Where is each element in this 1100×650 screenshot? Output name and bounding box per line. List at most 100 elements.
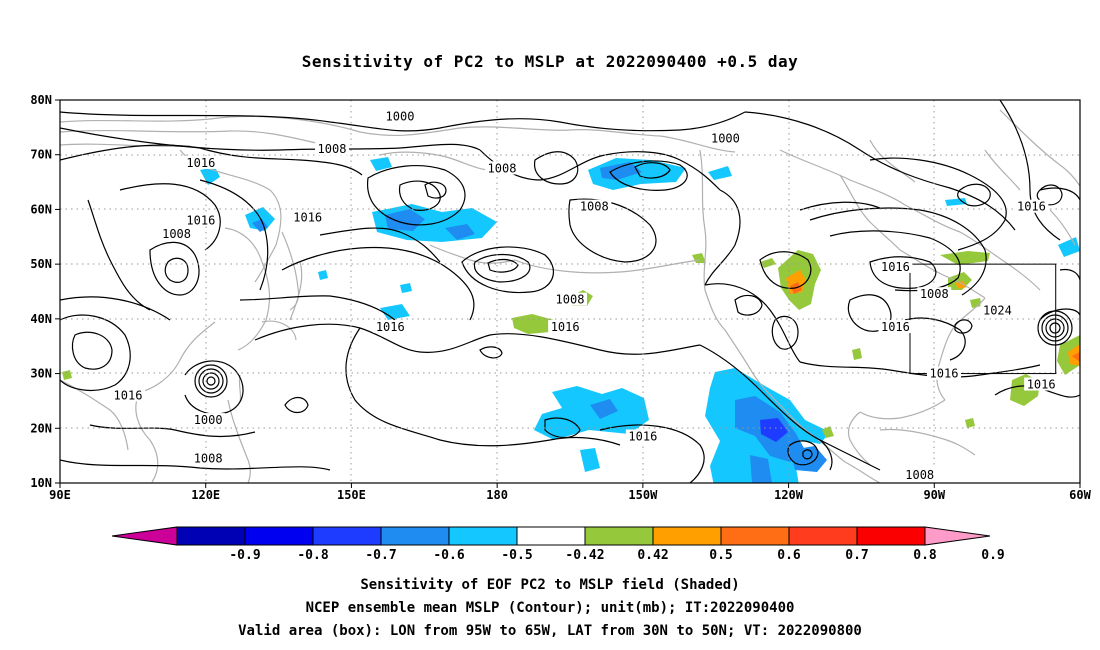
x-tick-label: 150E — [337, 488, 366, 502]
contour-label-bg — [290, 210, 325, 224]
contour-label: 1008 — [162, 227, 191, 241]
colorbar-label: 0.6 — [777, 548, 801, 563]
contour-label-bg — [708, 131, 743, 145]
contour-label: 1016 — [881, 260, 910, 274]
colorbar-low-extend — [111, 526, 178, 546]
colorbar-label: 0.9 — [981, 548, 1004, 563]
contour-label-bg — [191, 451, 226, 465]
caption-line-3: Valid area (box): LON from 95W to 65W, L… — [238, 623, 862, 639]
colorbar-high-extend — [924, 526, 991, 546]
y-tick-label: 80N — [30, 93, 52, 107]
colorbar-swatch — [448, 526, 518, 546]
x-tick-label: 180 — [486, 488, 508, 502]
contour-label-bg — [902, 467, 937, 481]
contour-label: 1016 — [628, 429, 657, 443]
contour-label-bg — [878, 259, 913, 273]
x-tick-label: 120W — [774, 488, 804, 502]
contour-label-bg — [1014, 199, 1049, 213]
x-tick-label: 60W — [1069, 488, 1091, 502]
contour-label-bg — [111, 388, 145, 402]
y-tick-label: 30N — [30, 367, 52, 381]
x-tick-label: 90E — [49, 488, 71, 502]
colorbar-label: -0.9 — [229, 548, 260, 563]
colorbar-swatch — [584, 526, 654, 546]
coastlines — [60, 109, 1080, 483]
colorbar-swatch — [312, 526, 382, 546]
colorbar: -0.9 -0.8 -0.7 -0.6 -0.5 -0.42 0.42 0.5 0.6 0.7 0.… — [111, 526, 1005, 563]
colorbar-label: 0.8 — [913, 548, 937, 563]
contour-label-bg — [159, 227, 194, 241]
caption-line-2: NCEP ensemble mean MSLP (Contour); unit(… — [306, 600, 795, 616]
contour-label: 1016 — [293, 211, 322, 225]
contour-label: 1016 — [551, 320, 580, 334]
contour-label-bg — [315, 142, 349, 156]
mslp-contours — [60, 100, 1080, 483]
map-frame — [59, 99, 1081, 484]
colorbar-label: -0.42 — [565, 548, 604, 563]
caption-line-1: Sensitivity of EOF PC2 to MSLP field (Sh… — [360, 577, 739, 593]
contour-label: 1000 — [711, 131, 740, 145]
colorbar-label: -0.8 — [297, 548, 328, 563]
y-tick-label: 50N — [30, 257, 52, 271]
contour-label-bg — [191, 413, 226, 427]
contour-label-bg — [485, 161, 519, 175]
contour-label: 1016 — [114, 388, 143, 402]
colorbar-label: -0.6 — [433, 548, 464, 563]
contour-label: 1016 — [881, 320, 910, 334]
map-title: Sensitivity of PC2 to MSLP at 2022090400… — [302, 52, 799, 71]
contour-label: 1016 — [1027, 378, 1056, 392]
contour-label: 1008 — [920, 287, 949, 301]
contour-label: 1016 — [376, 320, 405, 334]
colorbar-swatch — [244, 526, 314, 546]
contour-label-bg — [383, 109, 417, 123]
colorbar-swatch — [788, 526, 858, 546]
contour-label-bg — [577, 199, 612, 213]
contour-label: 1008 — [194, 451, 223, 465]
contour-label: 1016 — [930, 367, 959, 381]
contour-label-bg — [1077, 213, 1080, 227]
colorbar-label: 0.7 — [845, 548, 868, 563]
colorbar-swatch — [516, 526, 586, 546]
contour-label-bg — [917, 287, 952, 301]
contour-label-bg — [373, 320, 408, 334]
y-tick-label: 10N — [30, 476, 52, 490]
contour-label: 1008 — [318, 142, 347, 156]
contour-label: 1008 — [556, 293, 585, 307]
contour-label-bg — [553, 292, 587, 306]
colorbar-label: 0.5 — [709, 548, 732, 563]
contour-label-bg — [980, 303, 1015, 317]
contour-label: 1000 — [194, 413, 223, 427]
y-axis-ticks: 10N 20N 30N 40N 50N 60N 70N 80N — [30, 93, 60, 490]
contour-label: 1024 — [983, 304, 1012, 318]
colorbar-swatch — [176, 526, 246, 546]
colorbar-label: -0.5 — [501, 548, 532, 563]
contour-label-bg — [1024, 377, 1059, 391]
contour-label-bg — [183, 213, 218, 227]
colorbar-swatch — [380, 526, 450, 546]
x-tick-label: 120E — [191, 488, 220, 502]
contour-label: 1008 — [488, 161, 517, 175]
y-tick-label: 60N — [30, 202, 52, 216]
colorbar-label: -0.7 — [365, 548, 396, 563]
contour-label: 1016 — [186, 156, 215, 170]
contour-label: 1008 — [905, 468, 934, 482]
contour-label: 1008 — [1080, 213, 1100, 227]
contour-label: 1016 — [186, 213, 215, 227]
x-tick-label: 150W — [628, 488, 658, 502]
colorbar-swatch — [652, 526, 722, 546]
colorbar-swatch — [720, 526, 790, 546]
contour-label-bg — [625, 429, 660, 443]
contour-label-bg — [183, 155, 218, 169]
contour-label: 1008 — [580, 200, 609, 214]
valid-area-box — [909, 263, 1057, 375]
colorbar-swatch — [856, 526, 926, 546]
colorbar-label: 0.42 — [637, 548, 668, 563]
y-tick-label: 40N — [30, 312, 52, 326]
x-tick-label: 90W — [923, 488, 945, 502]
contour-label-bg — [927, 366, 961, 380]
x-axis-ticks: 90E 120E 150E 180 150W 120W 90W 60W — [49, 483, 1092, 502]
contour-label: 1016 — [1017, 200, 1046, 214]
